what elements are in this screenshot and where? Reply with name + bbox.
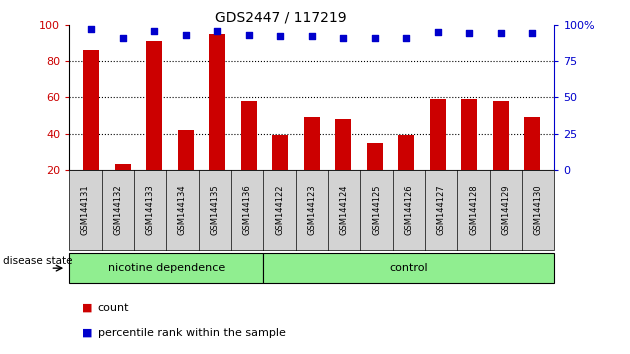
Bar — [83, 50, 100, 170]
Text: disease state: disease state — [3, 256, 72, 266]
Bar — [430, 99, 446, 170]
Bar — [146, 41, 163, 170]
Bar — [304, 117, 320, 170]
Point — [338, 35, 348, 41]
Point — [401, 35, 411, 41]
Text: nicotine dependence: nicotine dependence — [108, 263, 225, 273]
Text: GDS2447 / 117219: GDS2447 / 117219 — [215, 11, 346, 25]
Text: GSM144123: GSM144123 — [307, 184, 316, 235]
Text: GSM144122: GSM144122 — [275, 184, 284, 235]
Bar — [178, 130, 194, 170]
Text: ■: ■ — [82, 328, 93, 338]
Point — [496, 31, 506, 36]
Point — [149, 28, 159, 33]
Point — [86, 26, 96, 32]
Text: GSM144133: GSM144133 — [146, 184, 154, 235]
Bar — [115, 165, 131, 170]
Text: count: count — [98, 303, 129, 313]
Text: GSM144124: GSM144124 — [340, 184, 348, 235]
Text: GSM144132: GSM144132 — [113, 184, 122, 235]
Point — [212, 28, 222, 33]
Text: GSM144125: GSM144125 — [372, 184, 381, 235]
Bar — [461, 99, 478, 170]
Point — [307, 34, 317, 39]
Point — [433, 29, 443, 35]
Bar — [493, 101, 509, 170]
Bar — [336, 119, 352, 170]
Text: GSM144134: GSM144134 — [178, 184, 187, 235]
Text: GSM144136: GSM144136 — [243, 184, 251, 235]
Text: GSM144129: GSM144129 — [501, 184, 510, 235]
Text: control: control — [389, 263, 428, 273]
Point — [527, 31, 537, 36]
Bar — [241, 101, 257, 170]
Text: percentile rank within the sample: percentile rank within the sample — [98, 328, 285, 338]
Text: GSM144128: GSM144128 — [469, 184, 478, 235]
Bar — [399, 136, 415, 170]
Point — [181, 32, 191, 38]
Bar — [209, 34, 226, 170]
Bar — [524, 117, 541, 170]
Text: ■: ■ — [82, 303, 93, 313]
Point — [464, 31, 474, 36]
Point — [370, 35, 380, 41]
Text: GSM144131: GSM144131 — [81, 184, 90, 235]
Bar — [273, 136, 289, 170]
Point — [244, 32, 254, 38]
Point — [118, 35, 128, 41]
Text: GSM144130: GSM144130 — [534, 184, 542, 235]
Text: GSM144127: GSM144127 — [437, 184, 445, 235]
Point — [275, 34, 285, 39]
Text: GSM144126: GSM144126 — [404, 184, 413, 235]
Bar — [367, 143, 383, 170]
Text: GSM144135: GSM144135 — [210, 184, 219, 235]
